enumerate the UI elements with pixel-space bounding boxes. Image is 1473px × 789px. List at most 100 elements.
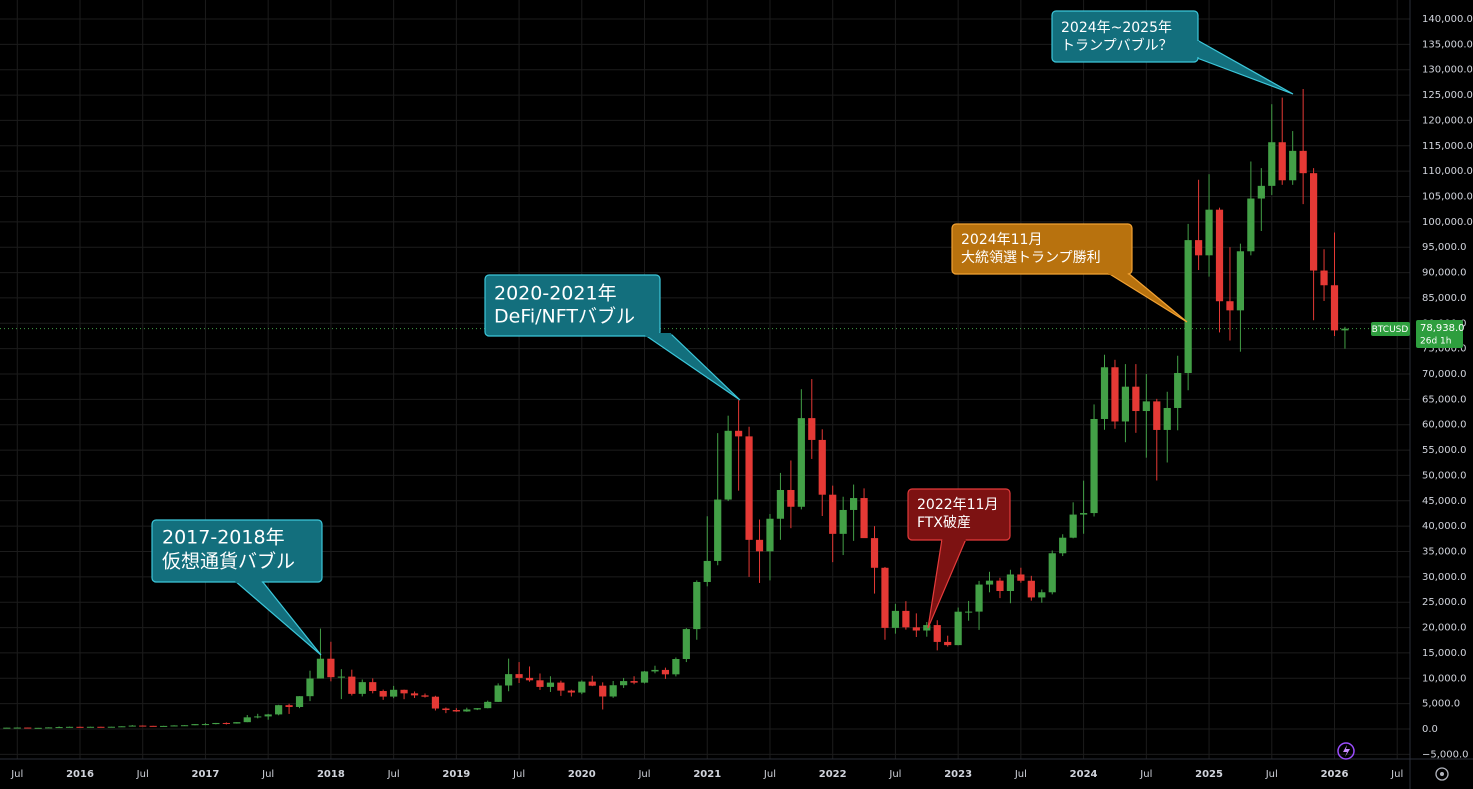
- candle-body: [160, 725, 168, 727]
- candle-body: [1069, 514, 1077, 538]
- candle-body: [1194, 240, 1203, 256]
- y-tick-label: 5,000.0: [1422, 699, 1460, 710]
- x-tick-label: 2016: [66, 769, 94, 780]
- candle-body: [34, 727, 42, 729]
- candle-body: [400, 689, 408, 694]
- candle-body: [1027, 580, 1035, 598]
- candle-body: [808, 418, 816, 440]
- candle-body: [954, 611, 962, 646]
- candle-body: [316, 658, 325, 679]
- x-tick-label: Jul: [1390, 769, 1403, 780]
- candle-body: [975, 584, 983, 612]
- candle-body: [170, 725, 178, 727]
- grid: [0, 0, 1410, 759]
- callout: 2024年11月 大統領選トランプ勝利: [951, 223, 1188, 323]
- x-tick-label: 2024: [1070, 769, 1098, 780]
- candle-body: [473, 708, 481, 710]
- candle-body: [1341, 328, 1349, 331]
- callout: 2017-2018年 仮想通貨バブル: [151, 519, 323, 656]
- callout-text: トランプバブル？: [1061, 37, 1173, 54]
- candle-body: [1289, 150, 1297, 181]
- candle-body: [86, 726, 95, 728]
- x-tick-label: 2022: [819, 769, 847, 780]
- x-tick-label: Jul: [261, 769, 274, 780]
- candle-body: [1236, 251, 1245, 311]
- candle-body: [776, 489, 785, 519]
- candle-body: [766, 518, 774, 552]
- y-tick-label: 25,000.0: [1422, 597, 1467, 608]
- y-tick-label: 110,000.0: [1422, 166, 1473, 177]
- candle-body: [1247, 198, 1255, 252]
- candle-body: [1205, 209, 1213, 256]
- candle-body: [149, 725, 157, 727]
- x-tick-label: Jul: [763, 769, 776, 780]
- candle-body: [996, 580, 1004, 592]
- candle-body: [1320, 270, 1328, 286]
- x-tick-label: 2019: [442, 769, 470, 780]
- candle-body: [515, 674, 523, 678]
- candle-body: [933, 625, 941, 642]
- x-tick-label: Jul: [1139, 769, 1152, 780]
- x-tick-label: Jul: [637, 769, 650, 780]
- candle-body: [1017, 574, 1025, 581]
- assistant-icon[interactable]: [1337, 742, 1355, 760]
- candle-body: [233, 722, 241, 724]
- y-tick-label: 75,000.0: [1422, 344, 1467, 355]
- candle-body: [484, 701, 492, 709]
- candle-body: [65, 726, 74, 728]
- callout: 2024年~2025年 トランプバブル？: [1051, 10, 1294, 95]
- y-tick-label: 10,000.0: [1422, 673, 1467, 684]
- y-tick-label: 65,000.0: [1422, 394, 1467, 405]
- candle-body: [463, 709, 471, 712]
- candle-body: [525, 677, 534, 681]
- x-tick-label: Jul: [1265, 769, 1278, 780]
- candle-body: [1038, 592, 1046, 598]
- x-tick-label: Jul: [136, 769, 149, 780]
- symbol-label: BTCUSD: [1372, 325, 1409, 335]
- y-tick-label: 95,000.0: [1422, 242, 1467, 253]
- candle-body: [243, 717, 251, 723]
- candle-body: [1330, 285, 1339, 331]
- candle-body: [1153, 401, 1161, 430]
- x-tick-label: 2021: [693, 769, 721, 780]
- callout-text: 2020-2021年: [494, 283, 617, 305]
- callout-text: 大統領選トランプ勝利: [961, 249, 1101, 266]
- candle-body: [264, 714, 272, 717]
- candle-body: [860, 498, 868, 539]
- candle-body: [201, 724, 210, 726]
- settings-icon[interactable]: [1435, 767, 1449, 781]
- y-tick-label: 20,000.0: [1422, 623, 1467, 634]
- y-tick-label: 85,000.0: [1422, 293, 1467, 304]
- candle-body: [1257, 185, 1265, 199]
- x-tick-label: 2018: [317, 769, 345, 780]
- callout-text: DeFi/NFTバブル: [494, 305, 635, 328]
- x-tick-label: 2025: [1195, 769, 1223, 780]
- candle-body: [191, 724, 199, 726]
- countdown-label: 26d 1h: [1420, 337, 1451, 347]
- callout-text: 2024年11月: [961, 232, 1042, 248]
- candle-body: [703, 560, 711, 582]
- axes: −5,000.0 0.0 5,000.0 10,000.0 15,000.0 20,000…: [10, 14, 1473, 780]
- candle-body: [1059, 537, 1067, 554]
- candle-body: [275, 705, 283, 715]
- candle-body: [379, 691, 387, 697]
- candle-body: [431, 696, 440, 709]
- y-tick-label: 135,000.0: [1422, 39, 1473, 50]
- candle-body: [567, 690, 575, 693]
- x-tick-label: Jul: [10, 769, 23, 780]
- candle-body: [118, 726, 126, 728]
- callout: 2022年11月 FTX破産: [907, 488, 1011, 629]
- candle-body: [295, 696, 304, 707]
- candle-body: [1142, 401, 1150, 412]
- x-tick-label: 2026: [1321, 769, 1349, 780]
- candle-body: [55, 727, 63, 729]
- y-tick-label: 140,000.0: [1422, 14, 1473, 25]
- candle-body: [745, 436, 753, 540]
- candle-body: [369, 682, 377, 692]
- candle-body: [829, 494, 837, 534]
- candle-body: [693, 581, 701, 630]
- y-tick-label: 35,000.0: [1422, 547, 1467, 558]
- candle-body: [212, 722, 220, 725]
- callout-text: FTX破産: [917, 515, 971, 531]
